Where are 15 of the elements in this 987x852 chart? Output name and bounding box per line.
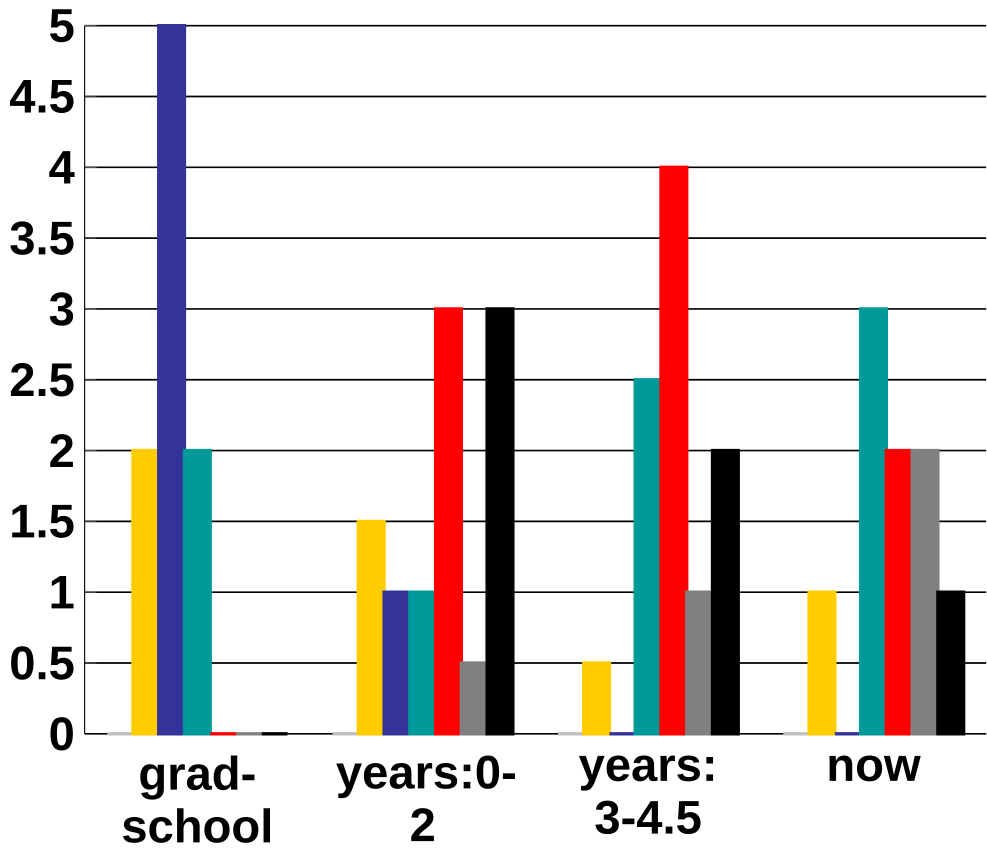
y-tick-label: 0: [50, 717, 73, 750]
y-tick-label: 2.5: [10, 363, 74, 396]
x-tick-label: grad-school: [122, 755, 270, 843]
y-tick-label: 2: [50, 434, 73, 468]
x-tick-label: years: 3-4.5: [578, 755, 714, 834]
y-tick-label: 3: [50, 292, 74, 326]
x-tick-label: now: [829, 755, 921, 782]
y-tick-label: 4.5: [10, 80, 74, 113]
y-tick-label: 4: [49, 151, 75, 184]
y-tick-label: 3.5: [10, 221, 74, 255]
x-tick-label: years:0-2: [336, 755, 515, 842]
y-tick-label: 5: [50, 9, 74, 42]
y-tick-label: 1.5: [12, 504, 74, 538]
y-tick-label: 1: [52, 576, 74, 608]
y-tick-label: 0.5: [11, 646, 74, 680]
